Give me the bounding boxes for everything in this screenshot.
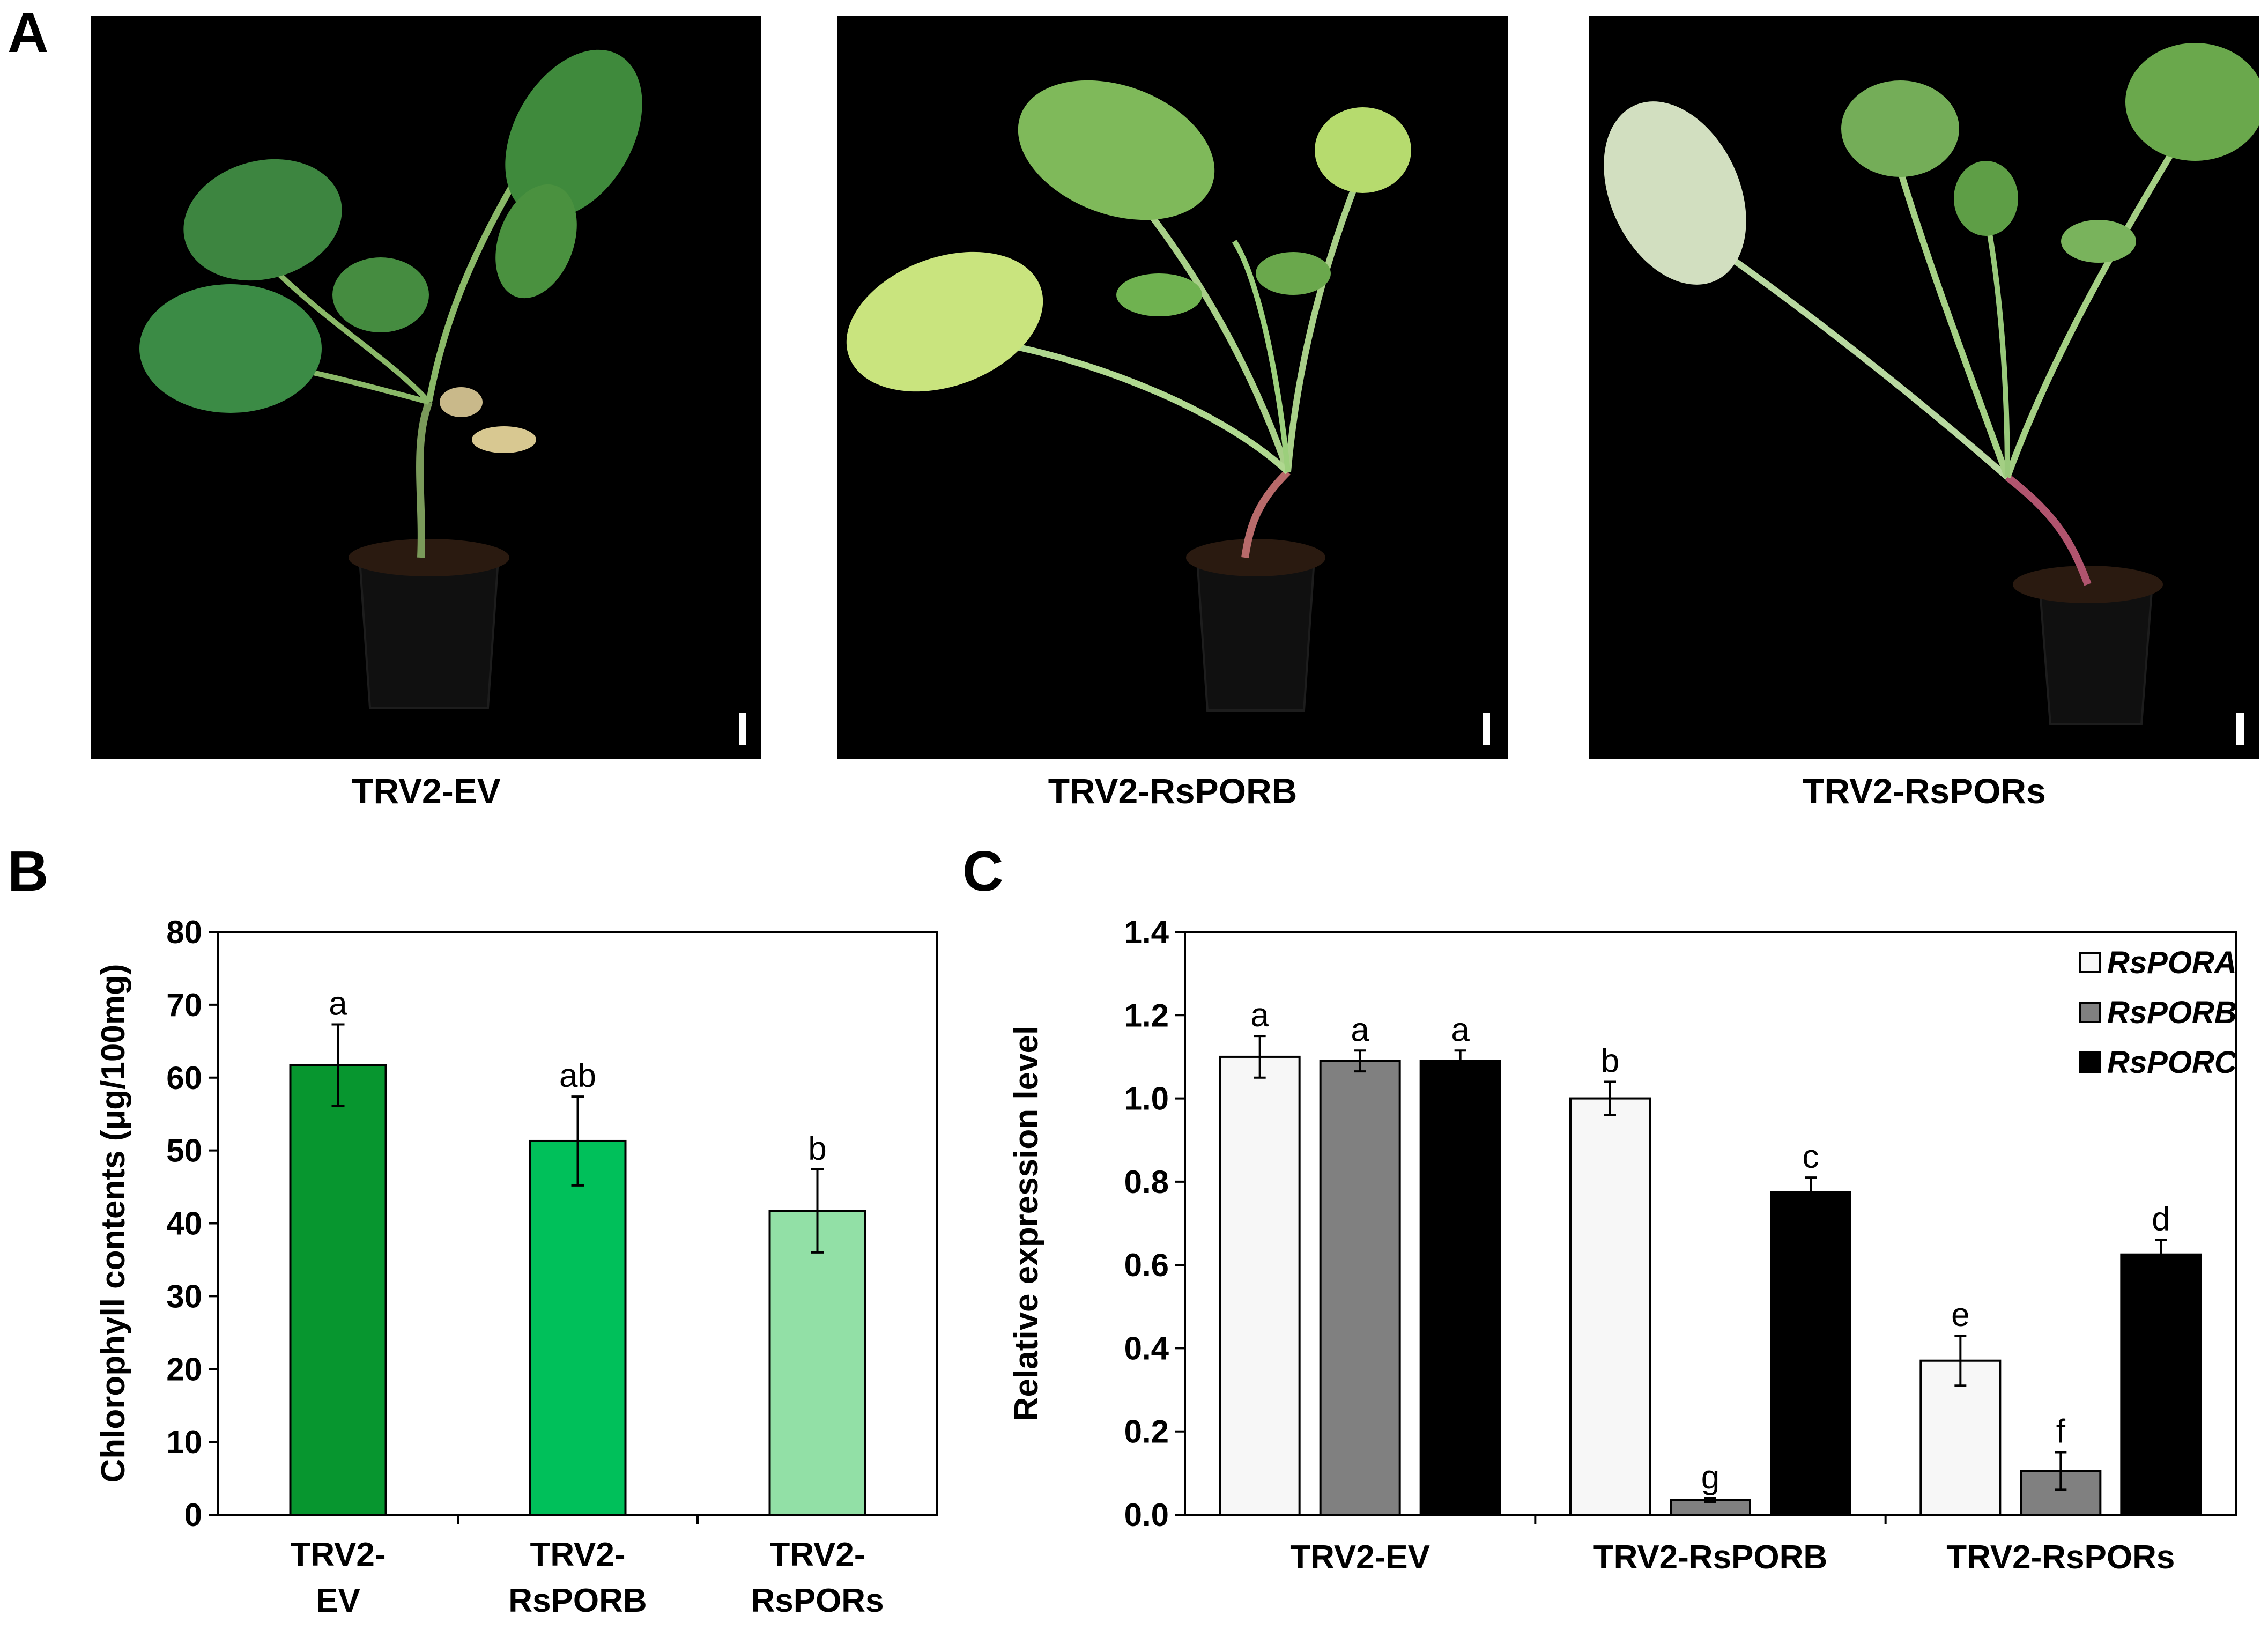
y-tick-label: 60 <box>166 1060 202 1096</box>
y-tick-label: 0.6 <box>1124 1247 1169 1283</box>
panel-b-letter: B <box>8 840 49 903</box>
significance-label: g <box>1701 1459 1719 1496</box>
legend-label: RsPORA <box>2107 945 2237 980</box>
y-tick-label: 40 <box>166 1206 202 1242</box>
bar <box>1219 1055 1301 1516</box>
significance-label: b <box>808 1130 826 1167</box>
y-tick-label: 80 <box>166 914 202 950</box>
bar <box>1569 1097 1651 1516</box>
x-category-label: TRV2-EV <box>1290 1539 1430 1576</box>
bar <box>1419 1060 1501 1516</box>
significance-label: ab <box>559 1057 596 1094</box>
plant-illustration <box>1604 43 2259 725</box>
plant-illustration <box>139 49 642 709</box>
x-category-label: TRV2-RsPORs <box>1946 1539 2175 1576</box>
significance-label: f <box>2056 1413 2066 1450</box>
x-category-label: RsPORs <box>751 1582 884 1619</box>
x-category-label: RsPORB <box>508 1582 647 1619</box>
plant-photo-trv2-rspors <box>1589 16 2259 759</box>
x-category-label: EV <box>316 1582 360 1619</box>
plant-photo-trv2-ev <box>91 16 761 759</box>
y-axis-title: Chlorophyll contents (μg/100mg) <box>95 964 132 1483</box>
significance-label: c <box>1803 1138 1819 1175</box>
bar <box>529 1139 627 1516</box>
photo-label-trv2-ev: TRV2-EV <box>352 771 501 811</box>
panel-c-letter: C <box>962 840 1004 903</box>
y-tick-label: 0 <box>184 1497 202 1533</box>
panel-a-letter: A <box>8 1 49 64</box>
legend-swatch <box>2079 1051 2101 1073</box>
significance-label: a <box>1451 1011 1470 1048</box>
y-tick-label: 0.2 <box>1124 1414 1169 1450</box>
photo-label-trv2-rsporb: TRV2-RsPORB <box>1048 771 1298 811</box>
photo-label-trv2-rspors: TRV2-RsPORs <box>1803 771 2046 811</box>
significance-label: a <box>1250 997 1269 1034</box>
y-tick-label: 0.8 <box>1124 1164 1169 1200</box>
plant-photo-trv2-rsporb <box>837 16 1508 759</box>
y-tick-label: 1.2 <box>1124 997 1169 1033</box>
x-category-label: TRV2- <box>290 1536 386 1573</box>
y-tick-label: 10 <box>166 1424 202 1460</box>
x-category-label: TRV2- <box>769 1536 865 1573</box>
y-tick-label: 1.4 <box>1124 914 1169 950</box>
bar <box>2120 1253 2202 1516</box>
significance-label: e <box>1951 1296 1969 1333</box>
bar <box>1319 1060 1401 1516</box>
x-category-label: TRV2-RsPORB <box>1593 1539 1827 1576</box>
y-tick-label: 0.0 <box>1124 1497 1169 1533</box>
y-axis-title: Relative expression level <box>1008 1026 1045 1421</box>
legend-label: RsPORB <box>2107 995 2237 1030</box>
scale-bar <box>2236 713 2244 745</box>
legend-swatch <box>2079 1002 2101 1023</box>
y-tick-label: 0.4 <box>1124 1330 1169 1366</box>
y-tick-label: 30 <box>166 1278 202 1314</box>
bar <box>1770 1191 1851 1516</box>
plant-illustration <box>846 80 1411 712</box>
y-tick-label: 70 <box>166 987 202 1023</box>
significance-label: b <box>1601 1043 1619 1080</box>
x-category-label: TRV2- <box>530 1536 625 1573</box>
bar <box>289 1064 387 1516</box>
y-tick-label: 20 <box>166 1351 202 1387</box>
significance-label: d <box>2152 1201 2170 1238</box>
y-tick-label: 50 <box>166 1133 202 1169</box>
scale-bar <box>1483 713 1490 745</box>
legend-label: RsPORC <box>2107 1045 2237 1080</box>
scale-bar <box>739 713 746 745</box>
legend-swatch <box>2079 952 2101 973</box>
significance-label: a <box>1351 1011 1369 1048</box>
significance-label: a <box>329 986 347 1023</box>
y-tick-label: 1.0 <box>1124 1081 1169 1117</box>
